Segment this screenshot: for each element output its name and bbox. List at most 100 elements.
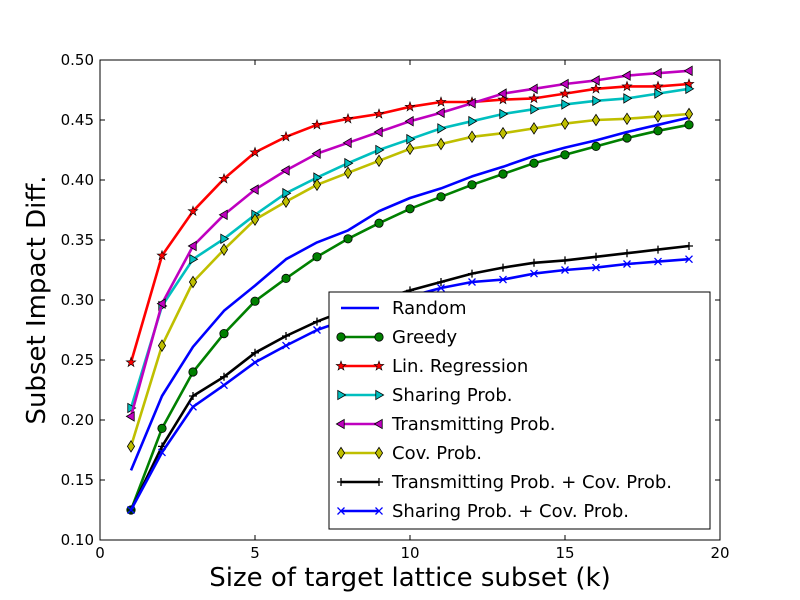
legend-label: Sharing Prob. + Cov. Prob. [392,501,629,522]
legend-entry: Greedy [336,327,458,348]
data-point [373,126,383,138]
data-point [499,108,509,120]
y-tick-label: 0.10 [61,531,94,549]
data-point [530,258,538,267]
y-tick-label: 0.50 [61,51,94,69]
data-point [684,120,694,130]
legend-marker [335,360,347,371]
data-point [621,70,631,81]
data-point [313,326,321,334]
data-point [499,275,507,284]
data-point [343,166,353,180]
data-point [375,144,385,156]
data-point [654,257,662,266]
data-point [466,97,476,109]
data-point [561,99,571,110]
data-point [311,148,321,159]
legend-marker [374,446,384,460]
data-point [251,358,259,367]
data-point [342,112,354,124]
legend-marker [335,418,345,430]
data-point [529,158,539,168]
data-point [157,339,167,352]
data-point [561,266,569,274]
data-point [436,137,446,151]
legend-entry: Transmitting Prob. + Cov. Prob. [337,472,672,493]
y-tick-label: 0.40 [61,171,94,189]
data-point [468,269,476,278]
data-point [592,95,602,107]
data-point [435,96,447,107]
y-tick-label: 0.20 [61,411,94,429]
data-point [528,92,540,104]
data-point [343,234,353,244]
data-point [125,356,137,368]
series-7 [127,242,693,514]
data-point [218,209,228,221]
data-point [187,205,199,216]
data-point [652,67,662,79]
data-point [218,172,230,184]
data-point [590,75,600,86]
legend-marker [336,446,346,460]
data-point [468,278,476,286]
x-tick-label: 5 [250,544,260,562]
legend-marker [375,389,385,401]
legend-label: Greedy [392,327,458,348]
data-point [654,245,662,254]
data-point [249,184,259,195]
y-tick-label: 0.25 [61,351,94,369]
data-point [591,113,601,127]
data-point [559,78,569,90]
data-point [561,256,569,265]
series-2 [126,120,694,515]
x-axis-title: Size of target lattice subset (k) [209,563,610,593]
data-point [685,255,693,264]
data-point [590,82,602,94]
data-point [280,165,290,176]
legend-marker [374,332,384,342]
data-point [344,157,354,169]
data-point [220,381,228,390]
data-point [622,112,632,126]
legend-label: Random [392,298,467,319]
series-5 [125,65,693,422]
legend-entry: Sharing Prob. + Cov. Prob. [337,501,629,522]
legend-marker [337,478,345,486]
data-point [312,252,322,262]
series-1 [129,116,690,471]
data-point [189,402,197,411]
data-point [220,372,228,381]
y-tick-label: 0.15 [61,471,94,489]
data-point [560,117,570,130]
data-point [685,83,695,95]
data-point [683,65,693,77]
data-point [685,242,693,250]
data-point [468,115,478,127]
data-point [529,122,539,135]
data-point [281,273,291,283]
data-point [342,137,352,149]
data-point [189,253,199,265]
data-point [498,126,508,140]
data-point [125,411,135,422]
data-point [404,115,414,127]
data-point [499,263,507,272]
legend-marker [373,418,383,430]
legend-marker [375,507,383,515]
data-point [156,298,166,309]
legend-marker [336,332,346,342]
legend-entry: Sharing Prob. [337,385,513,406]
series-line [129,116,690,471]
legend-entry: Cov. Prob. [336,443,482,464]
data-point [684,107,694,121]
legend-marker [375,478,383,486]
data-point [282,341,290,350]
data-point [219,328,229,339]
data-point [405,204,415,214]
data-point [437,123,447,134]
data-point [653,110,663,123]
x-tick-label: 15 [555,544,574,562]
y-tick-label: 0.30 [61,291,94,309]
